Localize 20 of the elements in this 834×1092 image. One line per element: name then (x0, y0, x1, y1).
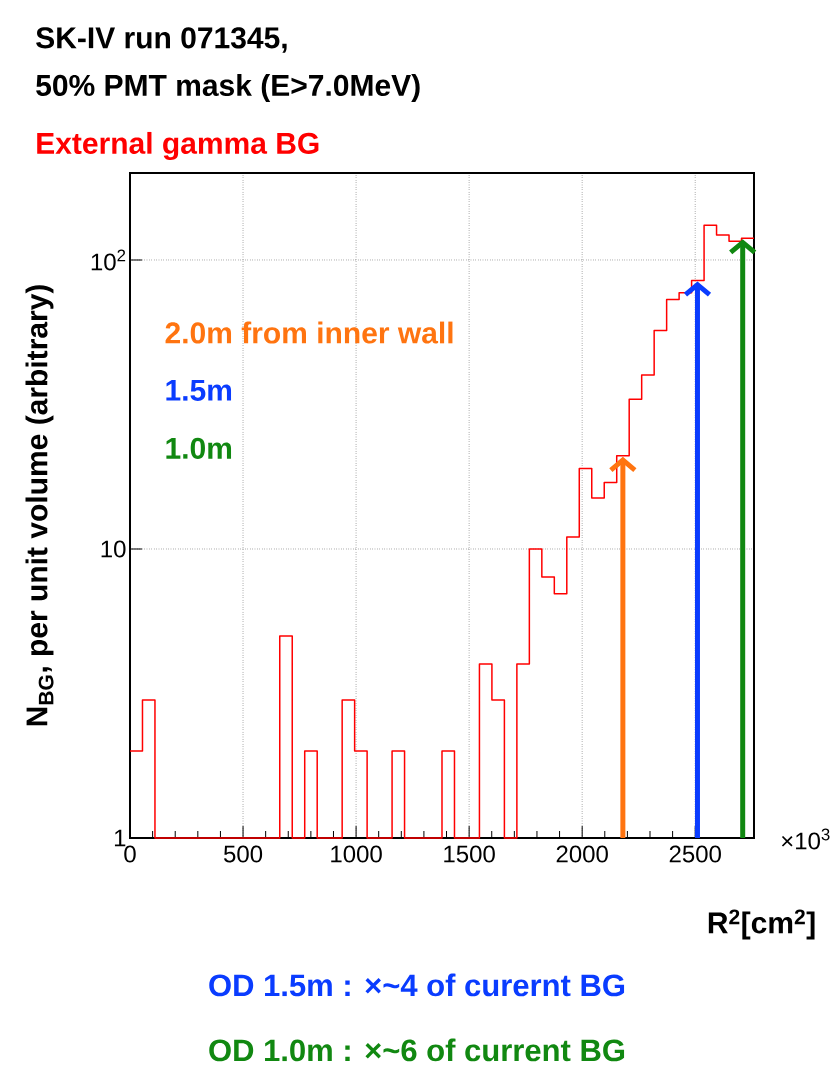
x-tick-label: 500 (223, 845, 263, 863)
text: External gamma BG (37, 131, 319, 161)
x-axis-title: R$^{2}$[cm$^{2}$] (708, 909, 815, 940)
text: OD 1.0m : ×~6 of current BG (209, 1038, 625, 1062)
chart-subtitle: 50% PMT mask (E>7.0MeV) (36, 74, 420, 102)
ref-line-label: 2.0m from inner wall (165, 321, 453, 344)
x-tick-label: 1000 (331, 845, 382, 863)
x-tick-label: 2000 (556, 845, 608, 863)
y-axis-title: N$_{BG}$, per unit volume (arbitrary) (25, 285, 54, 726)
x-tick-label: 1500 (444, 845, 495, 863)
text: ×10$^{3}$ (781, 828, 830, 850)
y-tick-label: 1 (114, 829, 126, 847)
ref-line-label: 1.5m (166, 379, 232, 401)
chart-title: SK-IV run 071345, (36, 27, 287, 53)
x-tick-label: 0 (124, 845, 136, 863)
ref-line-label: 1.0m (166, 437, 232, 459)
y-tick-label: 10$^{2}$ (91, 249, 126, 271)
y-tick-label: 10 (101, 540, 126, 558)
text: OD 1.5m : ×~4 of curernt BG (209, 973, 625, 997)
x-tick-label: 2500 (669, 845, 721, 863)
